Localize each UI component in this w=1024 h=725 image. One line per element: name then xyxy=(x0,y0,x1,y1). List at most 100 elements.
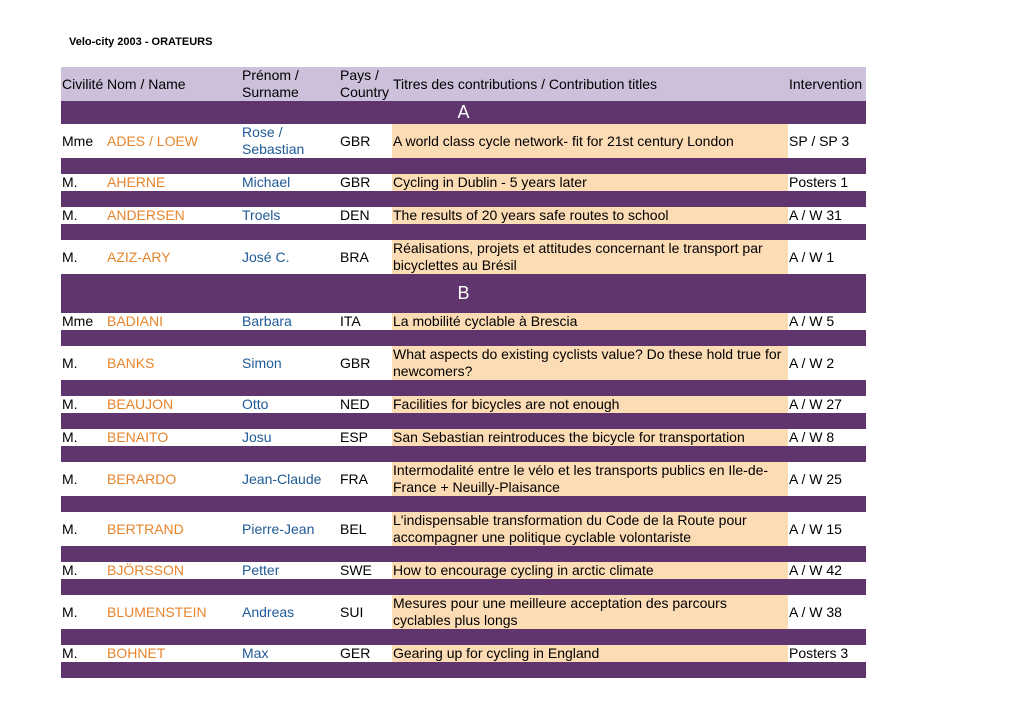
row-separator xyxy=(61,546,866,562)
table-row: Mme BADIANI Barbara ITA La mobilité cyclable… xyxy=(61,313,866,330)
cell-civilite: M. xyxy=(61,429,106,446)
row-separator xyxy=(61,191,866,207)
table-row: M. BOHNET Max GER Gearing up for cycling in … xyxy=(61,645,866,662)
table-row: M. AHERNE Michael GBR Cycling in Dublin - 5 … xyxy=(61,174,866,191)
row-separator xyxy=(61,330,866,346)
cell-intervention: A / W 5 xyxy=(788,313,866,330)
cell-pays: GBR xyxy=(339,124,392,158)
cell-pays: BRA xyxy=(339,240,392,274)
cell-nom: ADES / LOEW xyxy=(106,124,241,158)
separator-bar xyxy=(61,413,866,429)
cell-prenom: José C. xyxy=(241,240,339,274)
table-row: M. BANKS Simon GBR What aspects do existing … xyxy=(61,346,866,380)
cell-pays: DEN xyxy=(339,207,392,224)
cell-nom: BERTRAND xyxy=(106,512,241,546)
cell-civilite: M. xyxy=(61,207,106,224)
section-letter: B xyxy=(61,274,866,313)
cell-intervention: A / W 38 xyxy=(788,595,866,629)
cell-pays: ESP xyxy=(339,429,392,446)
cell-intervention: A / W 15 xyxy=(788,512,866,546)
cell-intervention: A / W 25 xyxy=(788,462,866,496)
cell-intervention: SP / SP 3 xyxy=(788,124,866,158)
cell-prenom: Petter xyxy=(241,562,339,579)
separator-bar xyxy=(61,380,866,396)
header-titres: Titres des contributions / Contribution … xyxy=(392,67,788,101)
table-row: M. BLUMENSTEIN Andreas SUI Mesures pour une … xyxy=(61,595,866,629)
cell-nom: BADIANI xyxy=(106,313,241,330)
cell-prenom: Troels xyxy=(241,207,339,224)
speakers-table: Civilité Nom / Name Prénom / Surname Pay… xyxy=(61,67,866,678)
cell-prenom: Josu xyxy=(241,429,339,446)
cell-titre: San Sebastian reintroduces the bicycle f… xyxy=(392,429,788,446)
cell-intervention: A / W 27 xyxy=(788,396,866,413)
cell-civilite: M. xyxy=(61,645,106,662)
cell-civilite: M. xyxy=(61,346,106,380)
cell-titre: A world class cycle network- fit for 21s… xyxy=(392,124,788,158)
cell-prenom: Pierre-Jean xyxy=(241,512,339,546)
table-row: M. BENAITO Josu ESP San Sebastian reintroduc… xyxy=(61,429,866,446)
cell-nom: BOHNET xyxy=(106,645,241,662)
cell-civilite: M. xyxy=(61,240,106,274)
cell-nom: AZIZ-ARY xyxy=(106,240,241,274)
table-row: M. BJÖRSSON Petter SWE How to encourage cycl… xyxy=(61,562,866,579)
cell-titre: Cycling in Dublin - 5 years later xyxy=(392,174,788,191)
cell-titre: Intermodalité entre le vélo et les trans… xyxy=(392,462,788,496)
section-letter: A xyxy=(61,101,866,124)
cell-nom: AHERNE xyxy=(106,174,241,191)
cell-civilite: Mme xyxy=(61,124,106,158)
cell-intervention: A / W 8 xyxy=(788,429,866,446)
separator-bar xyxy=(61,546,866,562)
separator-bar xyxy=(61,330,866,346)
header-prenom: Prénom / Surname xyxy=(241,67,339,101)
cell-nom: BLUMENSTEIN xyxy=(106,595,241,629)
row-separator xyxy=(61,446,866,462)
table-row: M. BEAUJON Otto NED Facilities for bicycles … xyxy=(61,396,866,413)
cell-intervention: A / W 2 xyxy=(788,346,866,380)
cell-titre: What aspects do existing cyclists value?… xyxy=(392,346,788,380)
cell-civilite: M. xyxy=(61,396,106,413)
separator-bar xyxy=(61,579,866,595)
table-header-row: Civilité Nom / Name Prénom / Surname Pay… xyxy=(61,67,866,101)
cell-pays: GBR xyxy=(339,174,392,191)
document-title: Velo-city 2003 - ORATEURS xyxy=(69,36,213,48)
cell-pays: ITA xyxy=(339,313,392,330)
header-nom: Nom / Name xyxy=(106,67,241,101)
cell-prenom: Michael xyxy=(241,174,339,191)
cell-prenom: Max xyxy=(241,645,339,662)
cell-pays: NED xyxy=(339,396,392,413)
separator-bar xyxy=(61,662,866,678)
cell-pays: GER xyxy=(339,645,392,662)
cell-intervention: A / W 31 xyxy=(788,207,866,224)
cell-pays: GBR xyxy=(339,346,392,380)
cell-intervention: Posters 3 xyxy=(788,645,866,662)
cell-civilite: Mme xyxy=(61,313,106,330)
cell-intervention: Posters 1 xyxy=(788,174,866,191)
cell-titre: La mobilité cyclable à Brescia xyxy=(392,313,788,330)
row-separator xyxy=(61,413,866,429)
cell-civilite: M. xyxy=(61,174,106,191)
cell-nom: BJÖRSSON xyxy=(106,562,241,579)
cell-nom: ANDERSEN xyxy=(106,207,241,224)
cell-pays: FRA xyxy=(339,462,392,496)
header-pays: Pays / Country xyxy=(339,67,392,101)
separator-bar xyxy=(61,629,866,645)
header-civilite: Civilité xyxy=(61,67,106,101)
cell-nom: BEAUJON xyxy=(106,396,241,413)
cell-intervention: A / W 1 xyxy=(788,240,866,274)
row-separator xyxy=(61,224,866,240)
row-separator xyxy=(61,496,866,512)
section-letter-row: A xyxy=(61,101,866,124)
cell-civilite: M. xyxy=(61,462,106,496)
cell-titre: The results of 20 years safe routes to s… xyxy=(392,207,788,224)
cell-titre: How to encourage cycling in arctic clima… xyxy=(392,562,788,579)
cell-prenom: Rose / Sebastian xyxy=(241,124,339,158)
cell-titre: Mesures pour une meilleure acceptation d… xyxy=(392,595,788,629)
cell-titre: Gearing up for cycling in England xyxy=(392,645,788,662)
section-letter-row: B xyxy=(61,274,866,313)
header-intervention: Intervention xyxy=(788,67,866,101)
cell-prenom: Otto xyxy=(241,396,339,413)
row-separator xyxy=(61,629,866,645)
separator-bar xyxy=(61,224,866,240)
cell-prenom: Andreas xyxy=(241,595,339,629)
row-separator xyxy=(61,579,866,595)
